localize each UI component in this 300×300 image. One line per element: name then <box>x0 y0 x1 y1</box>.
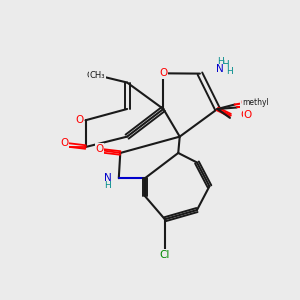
Text: O: O <box>95 143 104 154</box>
Text: methyl: methyl <box>243 98 269 107</box>
Text: O: O <box>240 98 248 108</box>
Text: Cl: Cl <box>160 250 170 260</box>
Text: 2: 2 <box>229 68 233 76</box>
Text: H: H <box>105 181 111 190</box>
Text: O: O <box>243 110 251 120</box>
Text: H: H <box>226 67 233 76</box>
Text: O: O <box>159 68 167 78</box>
Text: NH: NH <box>215 60 230 70</box>
Text: N: N <box>216 64 224 74</box>
Text: CH₃: CH₃ <box>90 70 105 80</box>
Text: O: O <box>240 110 248 120</box>
Text: O: O <box>75 115 84 125</box>
Text: H: H <box>217 57 224 66</box>
Text: O: O <box>61 139 69 148</box>
Text: N: N <box>103 173 111 183</box>
Text: CH₃: CH₃ <box>86 71 103 80</box>
